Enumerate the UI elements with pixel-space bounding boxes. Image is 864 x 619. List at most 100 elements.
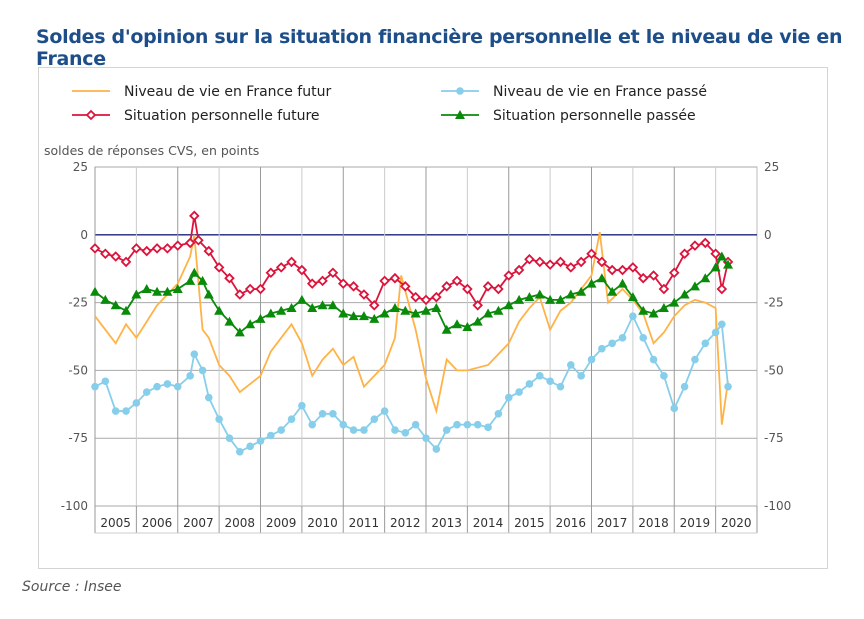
triangle-marker: [358, 311, 369, 321]
circle-marker: [484, 423, 492, 432]
circle-marker: [691, 355, 699, 364]
circle-marker: [329, 409, 337, 418]
chart-frame: [38, 67, 828, 569]
circle-marker: [618, 334, 627, 342]
y-tick-label-right: -50: [764, 363, 784, 377]
diamond-marker: [513, 264, 525, 276]
circle-marker: [298, 401, 306, 410]
x-tick-label: 2018: [638, 516, 669, 530]
diamond-marker: [151, 243, 163, 254]
triangle-marker: [338, 308, 349, 318]
diamond-marker: [534, 256, 546, 268]
triangle-marker: [276, 305, 287, 315]
circle-marker: [190, 350, 199, 358]
circle-marker: [577, 372, 585, 380]
diamond-marker: [462, 283, 473, 295]
y-tick-label-right: 0: [764, 228, 772, 242]
diamond-marker: [296, 264, 308, 276]
triangle-marker: [503, 300, 514, 310]
x-tick-label: 2019: [680, 516, 711, 530]
diamond-marker: [369, 300, 380, 311]
circle-marker: [639, 334, 648, 342]
diamond-marker: [710, 248, 721, 260]
x-tick-label: 2011: [349, 516, 380, 530]
x-tick-label: 2013: [431, 516, 462, 530]
x-tick-label: 2009: [266, 516, 297, 530]
diamond-marker: [234, 289, 246, 300]
circle-marker: [132, 399, 141, 407]
diamond-marker: [275, 262, 287, 273]
diamond-marker: [184, 237, 196, 249]
x-tick-label: 2007: [183, 516, 214, 530]
diamond-marker: [400, 281, 411, 292]
diamond-marker: [689, 240, 701, 251]
diamond-marker: [389, 272, 401, 284]
circle-marker: [204, 393, 213, 402]
diamond-marker: [286, 256, 297, 268]
circle-marker: [587, 355, 596, 364]
diamond-marker: [162, 243, 173, 254]
diamond-marker: [213, 262, 225, 273]
legend-label: Situation personnelle passée: [493, 108, 696, 124]
diamond-marker: [172, 240, 184, 251]
circle-marker: [142, 388, 151, 396]
triangle-marker: [514, 294, 525, 304]
legend-item: Niveau de vie en France passé: [441, 84, 707, 100]
circle-marker: [629, 312, 637, 320]
legend-label: Niveau de vie en France futur: [124, 84, 331, 100]
diamond-marker: [524, 253, 535, 265]
diamond-marker: [379, 275, 390, 287]
triangle-marker: [348, 311, 359, 321]
circle-marker: [360, 426, 368, 434]
circle-marker: [442, 426, 451, 434]
triangle-marker: [534, 289, 545, 299]
triangle-marker: [689, 281, 700, 291]
triangle-marker: [389, 303, 400, 313]
circle-marker: [246, 442, 254, 451]
triangle-marker: [400, 305, 411, 315]
legend-label: Situation personnelle future: [124, 108, 320, 124]
circle-marker: [101, 377, 110, 386]
triangle-marker: [493, 305, 504, 315]
series-1: [91, 312, 732, 456]
triangle-marker: [596, 273, 607, 283]
triangle-marker: [607, 286, 618, 296]
circle-marker: [567, 361, 575, 369]
triangle-marker: [224, 316, 235, 326]
circle-marker: [225, 434, 234, 443]
series-line: [94, 231, 729, 425]
diamond-marker: [193, 234, 204, 246]
circle-marker: [349, 426, 358, 434]
circle-marker: [391, 426, 399, 434]
triangle-marker: [617, 278, 628, 288]
diamond-marker: [493, 283, 504, 295]
circle-marker: [267, 431, 275, 440]
diamond-marker: [110, 251, 121, 262]
diamond-marker: [265, 267, 277, 279]
triangle-marker: [472, 316, 483, 326]
diamond-marker: [141, 245, 152, 257]
circle-marker: [432, 445, 441, 453]
legend-item: Niveau de vie en France futur: [72, 84, 331, 100]
diamond-marker: [451, 275, 463, 287]
chart-title: Soldes d'opinion sur la situation financ…: [36, 26, 843, 70]
circle-marker: [670, 404, 679, 413]
triangle-marker: [555, 294, 566, 304]
triangle-marker: [197, 275, 208, 285]
circle-marker: [504, 393, 513, 402]
diamond-marker: [503, 270, 515, 281]
y-tick-label-left: 25: [73, 160, 88, 174]
diamond-marker: [317, 275, 328, 287]
diamond-marker: [244, 283, 256, 295]
triangle-marker: [286, 303, 297, 313]
diamond-marker: [348, 281, 359, 292]
diamond-marker: [358, 289, 370, 300]
circle-marker: [535, 372, 544, 380]
circle-marker: [91, 382, 99, 391]
triangle-marker: [152, 286, 163, 296]
triangle-marker: [710, 262, 721, 272]
circle-marker: [256, 437, 265, 445]
triangle-marker: [296, 294, 307, 304]
circle-marker: [163, 380, 172, 388]
diamond-marker: [85, 109, 97, 121]
